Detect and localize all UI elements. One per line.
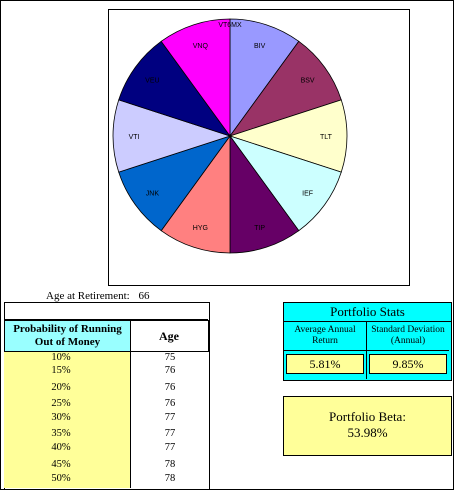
age-at-retirement-label: Age at Retirement: [46, 290, 130, 302]
probability-column: 10% 15% 20% 25% 30% 35% 40% 45% 50% [4, 352, 130, 488]
pie-slice-bsv [228, 40, 342, 137]
beta-label: Portfolio Beta: [329, 409, 406, 424]
probability-cell: 40% [51, 442, 71, 453]
age-cell: 78 [164, 473, 176, 484]
probability-cell: 15% [51, 365, 71, 376]
age-cell: 77 [164, 442, 176, 453]
allocation-pie-chart: BIV BSV TLT IEF TIP HYG JNK VTI VEU VNQ VT6MX [108, 9, 410, 286]
age-at-retirement: Age at Retirement: 66 [46, 290, 155, 302]
probability-cell: 35% [51, 428, 71, 439]
pie-svg: BIV BSV TLT IEF TIP HYG JNK VTI VEU VNQ VT6MX [112, 18, 348, 254]
return-value: 5.81% [286, 354, 364, 374]
portfolio-beta-panel: Portfolio Beta: 53.98% [283, 396, 452, 456]
age-cell: 76 [164, 398, 176, 409]
pie-label-ief: IEF [302, 190, 313, 197]
pie-slice-hyg [160, 134, 231, 254]
pie-label-hyg: HYG [193, 225, 208, 232]
portfolio-stats-panel: Portfolio Stats Average Annual Return 5.… [283, 302, 452, 381]
age-column: 75 76 76 76 77 77 77 78 78 [130, 352, 209, 488]
probability-cell: 50% [51, 473, 71, 484]
age-cell: 77 [164, 412, 176, 423]
age-cell: 76 [164, 382, 176, 393]
probability-cell: 25% [51, 398, 71, 409]
stdev-label: Standard Deviation (Annual) [367, 322, 449, 351]
pie-label-vti: VTI [129, 134, 140, 141]
probability-cell: 20% [51, 382, 71, 393]
age-at-retirement-value: 66 [138, 290, 150, 302]
age-cell: 76 [164, 365, 176, 376]
age-header: Age [130, 320, 209, 352]
pie-label-tlt: TLT [320, 134, 333, 141]
return-column: Average Annual Return 5.81% [284, 322, 367, 379]
pie-label-tip: TIP [254, 225, 265, 232]
pie-label-vnq: VNQ [193, 43, 209, 50]
pie-slice-vti [112, 99, 232, 173]
probability-header: Probability of Running Out of Money [4, 320, 131, 352]
pie-label-biv: BIV [254, 43, 266, 50]
pie-slice-ief [228, 135, 342, 232]
pie-top-label: VT6MX [218, 22, 242, 29]
pie-slice-tip [229, 134, 300, 254]
beta-value: 53.98% [347, 425, 388, 440]
table-top-rule [4, 302, 208, 320]
probability-cell: 10% [51, 352, 71, 363]
portfolio-stats-title: Portfolio Stats [284, 303, 451, 322]
stdev-column: Standard Deviation (Annual) 9.85% [367, 322, 449, 379]
pie-label-veu: VEU [145, 78, 159, 85]
age-cell: 77 [164, 428, 176, 439]
stdev-value: 9.85% [369, 354, 447, 374]
age-cell: 75 [164, 352, 176, 363]
pie-slice-veu [118, 40, 232, 137]
probability-cell: 30% [51, 412, 71, 423]
return-label: Average Annual Return [284, 322, 366, 351]
pie-slice-biv [229, 18, 300, 138]
pie-slice-jnk [118, 135, 232, 232]
pie-slice-tlt [228, 99, 348, 173]
pie-slice-vnq [160, 18, 231, 138]
age-cell: 78 [164, 459, 176, 470]
pie-label-bsv: BSV [301, 78, 315, 85]
pie-label-jnk: JNK [146, 190, 160, 197]
probability-cell: 45% [51, 459, 71, 470]
